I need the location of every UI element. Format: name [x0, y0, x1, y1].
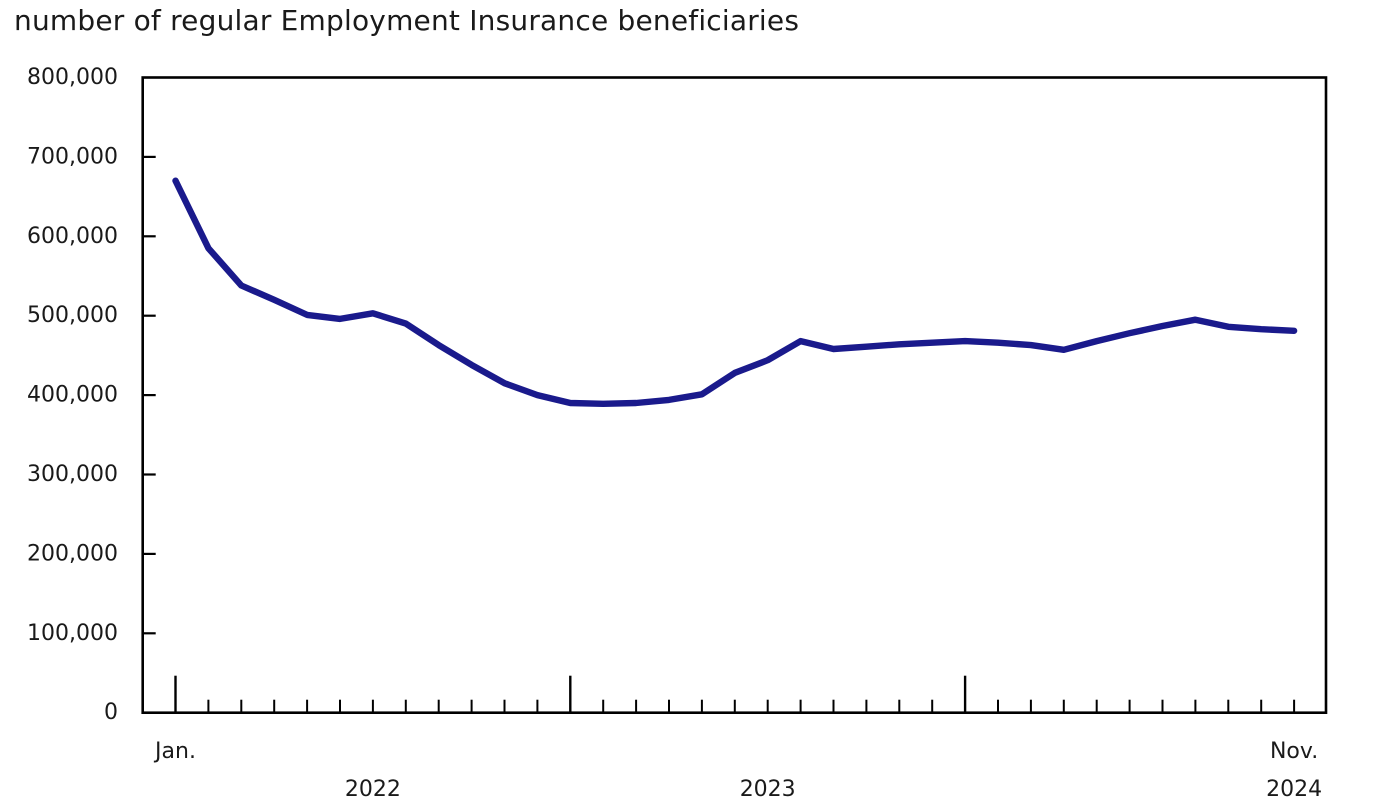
y-tick-label-300000: 300,000: [27, 462, 118, 487]
x-label-year-2023: 2023: [740, 777, 796, 802]
x-label-year-2022: 2022: [345, 777, 401, 802]
y-tick-label-700000: 700,000: [27, 144, 118, 169]
y-tick-label-400000: 400,000: [27, 383, 118, 408]
x-label-first-month: Jan.: [153, 739, 196, 764]
y-tick-label-0: 0: [104, 700, 118, 725]
y-tick-label-600000: 600,000: [27, 224, 118, 249]
plot-frame: [141, 76, 1328, 715]
x-label-year-2024: 2024: [1266, 777, 1322, 802]
y-tick-label-100000: 100,000: [27, 621, 118, 646]
y-tick-label-800000: 800,000: [27, 65, 118, 90]
y-tick-label-500000: 500,000: [27, 303, 118, 328]
chart-title: number of regular Employment Insurance b…: [14, 4, 800, 37]
x-label-last-month: Nov.: [1270, 739, 1318, 764]
data-line-ei-beneficiaries: [172, 177, 1298, 407]
y-tick-label-200000: 200,000: [27, 541, 118, 566]
